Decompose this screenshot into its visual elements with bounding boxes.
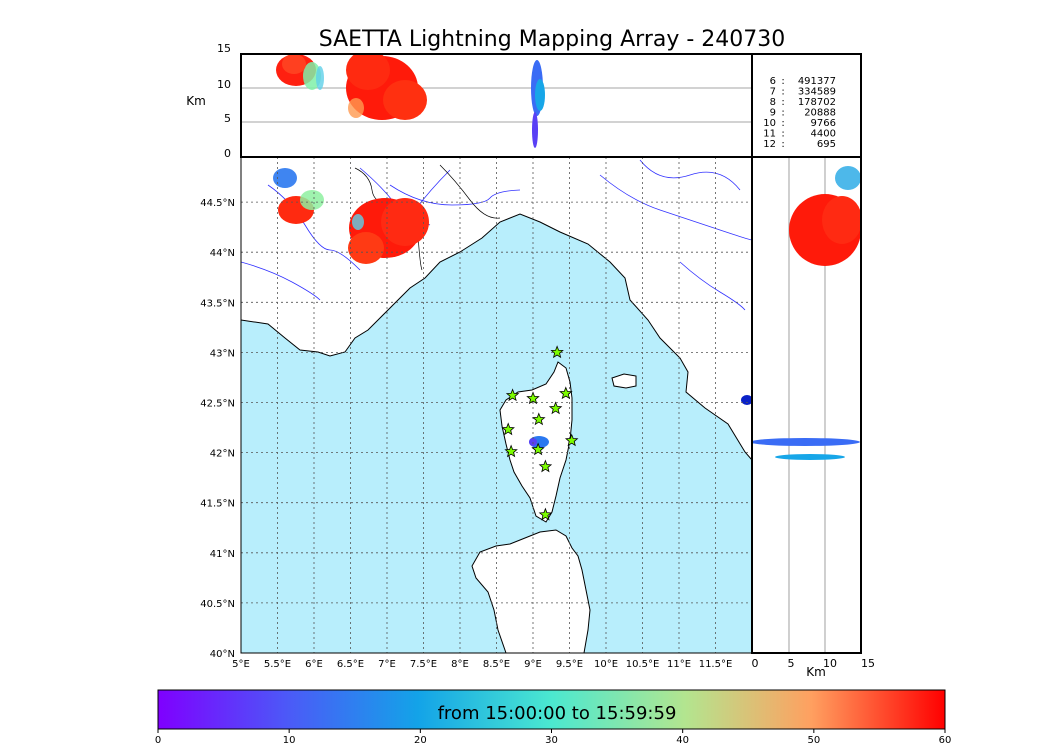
station-count-n: 10 <box>763 118 776 129</box>
colorbar-label: from 15:00:00 to 15:59:59 <box>438 703 677 724</box>
lon-tick-label: 10°E <box>594 659 618 670</box>
station-count-value: 178702 <box>798 97 836 108</box>
lat-tick-label: 40°N <box>210 649 235 660</box>
lat-tick-label: 43.5°N <box>200 298 235 309</box>
lon-tick-label: 9°E <box>524 659 542 670</box>
lon-tick-label: 6.5°E <box>337 659 364 670</box>
station-count-separator: : <box>781 108 784 119</box>
lat-tick-label: 44°N <box>210 248 235 259</box>
right-x-tick: 15 <box>861 657 875 670</box>
station-star-icon <box>564 433 579 447</box>
colorbar: from 15:00:00 to 15:59:59 0 10 20 30 40 50 60 <box>155 689 952 746</box>
colorbar-gradient <box>157 689 946 730</box>
top-y-tick: 15 <box>217 42 231 55</box>
lon-tick-label: 11°E <box>667 659 691 670</box>
right-altitude-panel: 0 5 10 15 Km <box>751 156 875 679</box>
colorbar-tick-label: 40 <box>676 735 689 746</box>
colorbar-tick-label: 10 <box>283 735 296 746</box>
station-count-n: 6 <box>770 76 776 87</box>
station-count-panel: 6: 491377 7: 334589 8: 178702 9: 20888 10: 9766 11… <box>751 53 862 158</box>
station-count-n: 12 <box>763 139 776 150</box>
lake-marker <box>741 395 752 405</box>
lon-tick-label: 7°E <box>378 659 396 670</box>
station-count-separator: : <box>781 139 784 150</box>
station-star-icon <box>532 412 546 426</box>
station-count-n: 9 <box>770 108 776 119</box>
station-count-value: 334589 <box>798 87 836 98</box>
station-star-icon <box>531 442 545 456</box>
station-count-value: 491377 <box>798 76 836 87</box>
station-count-n: 11 <box>763 129 776 140</box>
lon-tick-label: 10.5°E <box>626 659 660 670</box>
lon-tick-label: 6°E <box>305 659 323 670</box>
chart-title: SAETTA Lightning Mapping Array - 240730 <box>319 27 786 52</box>
map-lightning-cluster-west <box>273 168 324 224</box>
lon-tick-label: 11.5°E <box>699 659 733 670</box>
colorbar-ticks: 0 10 20 30 40 50 60 <box>155 729 952 746</box>
lon-tick-label: 5°E <box>232 659 250 670</box>
station-star-icon <box>559 386 573 400</box>
colorbar-tick-label: 50 <box>807 735 820 746</box>
lat-tick-label: 44.5°N <box>200 198 235 209</box>
station-star-icon <box>526 391 540 405</box>
station-count-value: 4400 <box>811 129 836 140</box>
map-panel: 5°E 5.5°E 6°E 6.5°E 7°E 7.5°E 8°E 8.5°E 9°E 9.5°E… <box>200 156 753 670</box>
top-y-tick: 0 <box>224 147 231 160</box>
top-lightning-cluster-main <box>346 54 427 120</box>
station-count-separator: : <box>781 129 784 140</box>
right-x-tick: 5 <box>788 657 795 670</box>
colorbar-tick-label: 60 <box>939 735 952 746</box>
right-lightning-cluster-corsica <box>752 438 860 460</box>
lon-tick-label: 8.5°E <box>483 659 510 670</box>
right-x-axis-label: Km <box>806 665 826 679</box>
station-markers <box>501 345 579 521</box>
colorbar-tick-label: 0 <box>155 735 161 746</box>
station-count-separator: : <box>781 87 784 98</box>
station-count-value: 20888 <box>804 108 836 119</box>
lon-tick-label: 9.5°E <box>556 659 583 670</box>
lat-tick-label: 42.5°N <box>200 398 235 409</box>
top-y-tick: 5 <box>224 112 231 125</box>
station-star-icon <box>504 444 518 458</box>
station-count-separator: : <box>781 97 784 108</box>
top-lightning-cluster-west <box>276 54 324 90</box>
right-x-tick: 10 <box>823 657 837 670</box>
right-lightning-cluster-north <box>789 166 861 266</box>
station-count-separator: : <box>781 118 784 129</box>
lat-tick-label: 43°N <box>210 348 235 359</box>
station-count-n: 7 <box>770 87 776 98</box>
top-y-tick: 10 <box>217 78 231 91</box>
lat-tick-label: 41°N <box>210 549 235 560</box>
station-star-icon <box>501 422 515 436</box>
top-altitude-panel: Km 15 10 5 0 <box>186 42 753 160</box>
station-count-list: 6: 491377 7: 334589 8: 178702 9: 20888 10: 9766 11… <box>763 76 836 150</box>
latitude-tick-labels: 40°N 40.5°N 41°N 41.5°N 42°N 42.5°N 43°N 43.5°N… <box>200 198 235 660</box>
longitude-tick-labels: 5°E 5.5°E 6°E 6.5°E 7°E 7.5°E 8°E 8.5°E 9°E 9.5°E… <box>232 659 732 670</box>
station-star-icon <box>548 401 563 415</box>
station-count-value: 695 <box>817 139 836 150</box>
elba-island <box>611 373 637 389</box>
map-grid <box>241 157 752 653</box>
station-star-icon <box>538 507 553 521</box>
station-star-icon <box>538 459 553 473</box>
right-x-tick: 0 <box>752 657 759 670</box>
station-count-value: 9766 <box>811 118 836 129</box>
station-star-icon <box>505 388 520 402</box>
sardinia-island <box>471 529 591 653</box>
station-star-icon <box>550 345 564 359</box>
station-count-n: 8 <box>770 97 776 108</box>
colorbar-tick-label: 20 <box>414 735 427 746</box>
top-lightning-cluster-corsica <box>531 60 545 148</box>
lat-tick-label: 42°N <box>210 449 235 460</box>
lon-tick-label: 7.5°E <box>410 659 437 670</box>
station-count-separator: : <box>781 76 784 87</box>
lat-tick-label: 40.5°N <box>200 599 235 610</box>
lat-tick-label: 41.5°N <box>200 499 235 510</box>
lon-tick-label: 5.5°E <box>264 659 291 670</box>
lon-tick-label: 8°E <box>451 659 469 670</box>
top-y-axis-label: Km <box>186 94 206 108</box>
colorbar-tick-label: 30 <box>545 735 558 746</box>
map-lightning-cluster-main <box>348 198 429 264</box>
